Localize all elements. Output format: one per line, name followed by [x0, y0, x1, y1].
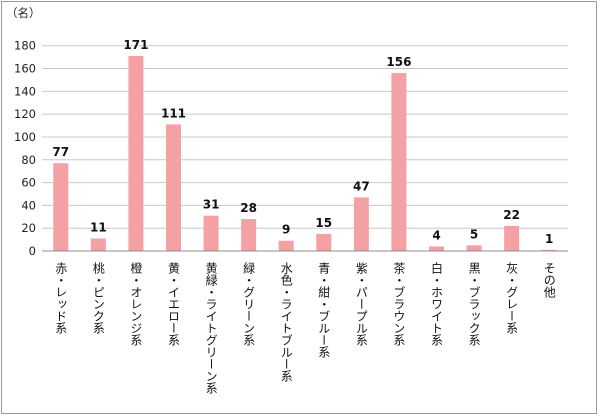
category-labels: 赤・レッド系 桃・ピンク系 橙・オレンジ系 黄・イエロー系 黄緑・ライトグリーン系 緑・グ…	[54, 261, 556, 394]
category-label: 白・ホワイト系	[430, 261, 444, 346]
value-label: 31	[203, 198, 220, 212]
y-tick-label: 160	[14, 62, 36, 76]
y-tick-label: 60	[21, 176, 36, 190]
value-label: 4	[432, 228, 440, 242]
value-label: 77	[52, 145, 69, 159]
category-label: その他	[542, 262, 556, 298]
category-label: 黒・ブラック系	[467, 262, 481, 346]
value-label: 47	[353, 179, 370, 193]
value-label: 1	[545, 232, 553, 246]
bar	[429, 246, 444, 251]
bar	[166, 124, 181, 251]
category-label: 茶・ブラウン系	[392, 261, 406, 346]
bar	[541, 249, 557, 251]
bars	[53, 55, 557, 252]
bar	[53, 163, 69, 251]
category-label: 青・紺・ブルー系	[317, 262, 331, 358]
y-tick-label: 100	[14, 130, 36, 144]
value-label: 171	[123, 38, 148, 52]
unit-label: （名）	[6, 6, 41, 20]
y-tick-label: 0	[29, 244, 36, 258]
category-label: 黄・イエロー系	[167, 262, 181, 346]
bar	[316, 233, 332, 251]
y-axis-ticks: 0 20 40 60 80 100 120 140 160 180	[14, 39, 36, 258]
value-label: 5	[470, 227, 478, 241]
value-labels: 77 11 171 111 31 28 9 15 47 156 4 5 22 1	[52, 38, 553, 246]
bar	[241, 219, 257, 251]
category-label: 赤・レッド系	[54, 262, 68, 334]
value-label: 28	[240, 201, 257, 215]
bar	[90, 238, 106, 251]
value-label: 111	[161, 106, 186, 120]
y-tick-label: 20	[21, 221, 36, 235]
bar	[391, 73, 407, 251]
bar	[203, 215, 219, 251]
bar	[278, 240, 294, 251]
bar	[466, 245, 482, 251]
category-label: 黄緑・ライトグリーン系	[204, 262, 218, 394]
category-label: 紫・パープル系	[354, 262, 368, 346]
category-label: 灰・グレー系	[505, 262, 519, 334]
bar	[504, 225, 520, 251]
category-label: 桃・ピンク系	[91, 261, 105, 334]
value-label: 156	[386, 55, 411, 69]
y-tick-label: 120	[14, 107, 36, 121]
bar	[353, 197, 369, 251]
category-label: 橙・オレンジ系	[129, 261, 143, 346]
category-label: 緑・グリーン系	[242, 261, 256, 346]
y-tick-label: 80	[21, 153, 36, 167]
value-label: 15	[315, 216, 332, 230]
category-label: 水色・ライトブルー系	[279, 262, 293, 382]
bar	[128, 55, 144, 252]
y-tick-label: 140	[14, 84, 36, 98]
y-tick-label: 40	[21, 198, 36, 212]
value-label: 11	[90, 220, 107, 234]
value-label: 9	[282, 223, 290, 237]
gridlines	[42, 45, 568, 229]
y-tick-label: 180	[14, 39, 36, 53]
value-label: 22	[503, 208, 520, 222]
